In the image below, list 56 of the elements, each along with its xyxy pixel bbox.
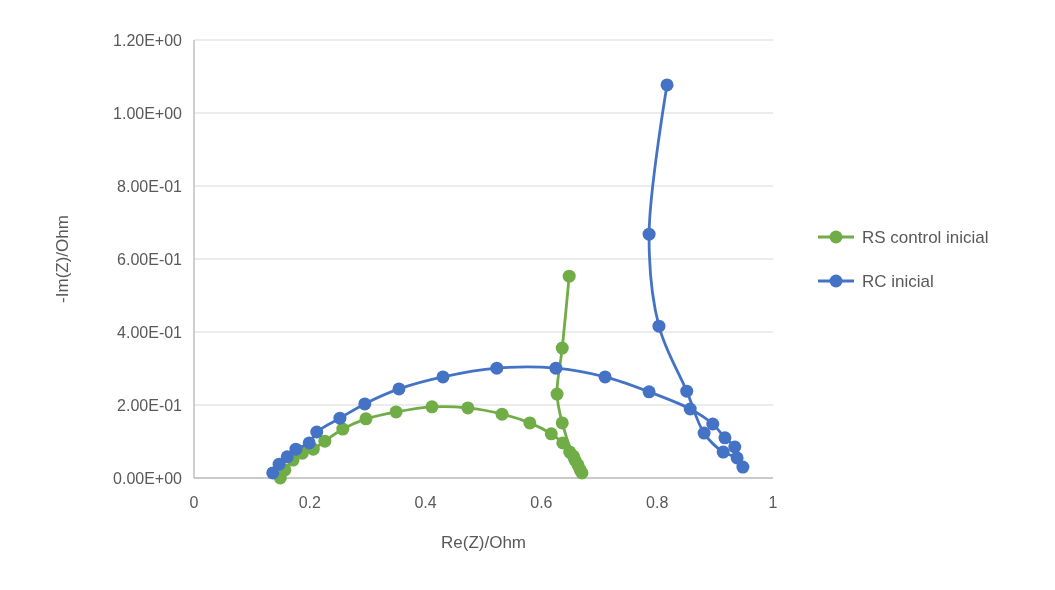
point <box>642 385 656 399</box>
legend-label: RS control inicial <box>862 228 989 247</box>
y-tick-label: 1.20E+00 <box>113 32 183 49</box>
point <box>680 384 694 398</box>
point <box>652 319 666 333</box>
x-tick-label: 1 <box>768 494 778 511</box>
y-tick-label: 8.00E-01 <box>117 178 183 195</box>
point <box>389 405 403 419</box>
point <box>706 417 720 431</box>
point <box>683 402 697 416</box>
x-tick-label: 0 <box>189 494 199 511</box>
point <box>549 361 563 375</box>
legend-label: RC inicial <box>862 272 934 291</box>
point <box>598 370 612 384</box>
point <box>550 387 564 401</box>
point <box>289 442 303 456</box>
point <box>272 457 286 471</box>
point <box>495 407 509 421</box>
point <box>562 269 576 283</box>
y-tick-label: 1.00E+00 <box>113 105 183 122</box>
point <box>544 427 558 441</box>
y-tick-label: 6.00E-01 <box>117 251 183 268</box>
point <box>266 466 280 480</box>
point <box>716 445 730 459</box>
y-tick-label: 2.00E-01 <box>117 397 183 414</box>
point <box>333 411 347 425</box>
point <box>555 416 569 430</box>
point <box>392 382 406 396</box>
point <box>461 401 475 415</box>
point <box>336 422 350 436</box>
point <box>556 436 570 450</box>
point <box>280 450 294 464</box>
point <box>310 425 324 439</box>
point <box>318 434 332 448</box>
point <box>359 412 373 426</box>
y-tick-label: 4.00E-01 <box>117 324 183 341</box>
y-axis-title: -Im(Z)/Ohm <box>53 215 72 303</box>
x-tick-label: 0.4 <box>414 494 437 511</box>
point <box>736 460 750 474</box>
x-tick-label: 0.6 <box>530 494 553 511</box>
point <box>728 440 742 454</box>
x-tick-label: 0.2 <box>298 494 322 511</box>
point <box>436 370 450 384</box>
y-tick-label: 0.00E+00 <box>113 470 183 487</box>
point <box>425 400 439 414</box>
point <box>358 397 372 411</box>
point <box>555 341 569 355</box>
point <box>523 416 537 430</box>
point <box>642 227 656 241</box>
point <box>697 426 711 440</box>
point <box>490 361 504 375</box>
point <box>660 78 674 92</box>
point <box>302 436 316 450</box>
point <box>718 431 732 445</box>
x-tick-label: 0.8 <box>646 494 669 511</box>
x-axis-title: Re(Z)/Ohm <box>441 533 526 552</box>
